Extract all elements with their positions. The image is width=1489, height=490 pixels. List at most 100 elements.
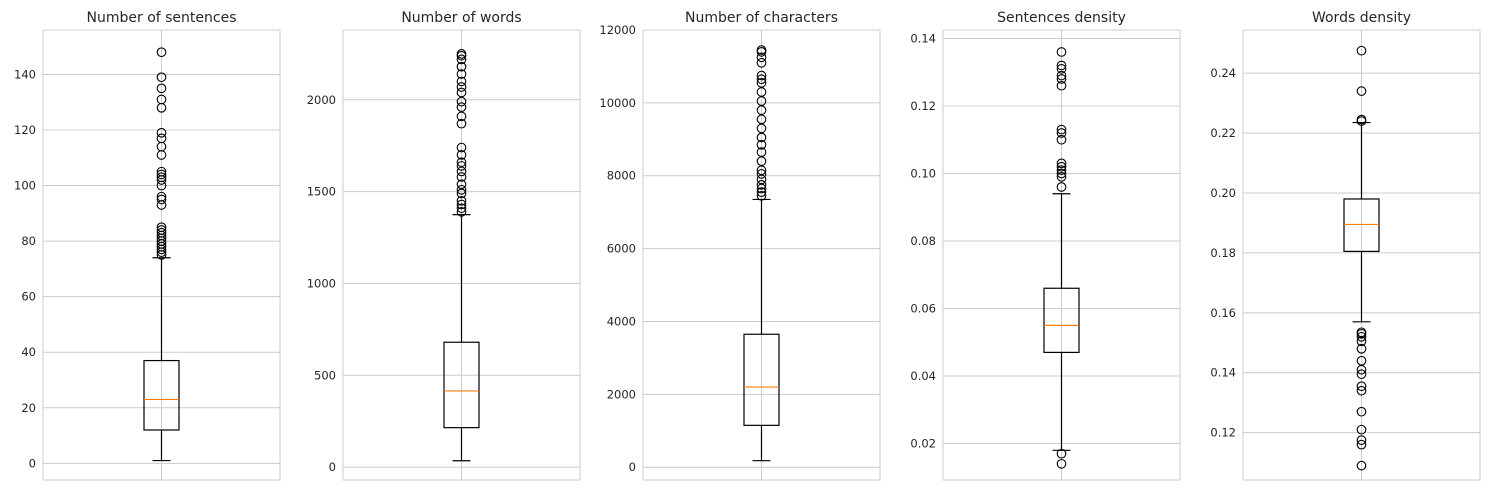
- y-tick-label: 8000: [607, 169, 636, 183]
- outlier-point: [756, 74, 767, 85]
- axes-frame: [642, 29, 881, 481]
- outlier-point: [756, 180, 767, 190]
- y-tick-label: 2000: [307, 93, 336, 107]
- outlier-point: [456, 49, 467, 59]
- outlier-point: [756, 77, 767, 88]
- y-tick-label: 0: [329, 460, 336, 474]
- outlier-point: [1056, 458, 1067, 469]
- outlier-point: [756, 52, 767, 63]
- y-tick-label: 4000: [607, 314, 636, 328]
- axes-frame: [942, 29, 1181, 481]
- outlier-point: [756, 45, 767, 55]
- outlier-point: [756, 57, 767, 68]
- outlier-point: [456, 179, 467, 190]
- subplot-title: Number of characters: [685, 10, 838, 26]
- outlier-point: [156, 127, 167, 138]
- outlier-point: [456, 199, 467, 210]
- outlier-point: [456, 188, 467, 199]
- subplot-title: Number of words: [401, 10, 521, 26]
- outlier-point: [1356, 439, 1367, 450]
- y-tick-label: 0.22: [1210, 126, 1236, 140]
- outlier-point: [1356, 406, 1367, 417]
- y-tick-label: 2000: [607, 387, 636, 401]
- y-tick-label: 0.08: [910, 234, 936, 248]
- y-tick-label: 1500: [307, 185, 336, 199]
- outlier-point: [156, 227, 167, 238]
- y-tick-label: 0.12: [1210, 426, 1236, 440]
- iqr-box: [1043, 287, 1080, 353]
- outlier-point: [1356, 385, 1367, 396]
- outlier-point: [456, 76, 467, 87]
- outlier-point: [1356, 331, 1367, 342]
- subplot-2: 0 500 1000 1500 2000 Number of words: [307, 10, 581, 481]
- outlier-point: [456, 118, 467, 129]
- outlier-point: [756, 70, 767, 81]
- outlier-point: [456, 206, 467, 217]
- outlier-point: [456, 96, 467, 107]
- iqr-box: [143, 359, 180, 431]
- outlier-point: [1056, 161, 1067, 172]
- outlier-point: [1056, 80, 1067, 91]
- y-tick-label: 12000: [599, 23, 636, 37]
- outlier-point: [756, 190, 767, 201]
- outlier-point: [1056, 128, 1067, 138]
- outlier-point: [1356, 381, 1367, 392]
- outlier-point: [1356, 114, 1367, 125]
- outlier-point: [156, 225, 167, 235]
- outlier-point: [1056, 158, 1067, 169]
- outlier-point: [456, 157, 467, 168]
- outlier-point: [1056, 60, 1067, 71]
- subplot-title: Words density: [1312, 10, 1411, 26]
- y-tick-label: 120: [14, 123, 36, 137]
- outlier-point: [456, 184, 467, 195]
- subplot-1: 0 20 40 60 80 100 120 140 Number of sentences: [14, 10, 281, 481]
- outlier-point: [456, 82, 467, 92]
- outlier-point: [1056, 448, 1067, 459]
- outlier-point: [156, 83, 167, 94]
- outlier-point: [156, 133, 167, 144]
- y-tick-label: 1000: [307, 276, 336, 290]
- outlier-point: [456, 203, 467, 214]
- outlier-point: [1056, 171, 1067, 182]
- axes-frame: [42, 29, 281, 481]
- y-tick-label: 0: [629, 460, 636, 474]
- outlier-point: [1056, 168, 1067, 179]
- iqr-box: [743, 333, 780, 426]
- outlier-point: [756, 187, 767, 197]
- outlier-point: [456, 102, 467, 112]
- y-tick-label: 20: [21, 401, 36, 415]
- outlier-point: [1356, 460, 1367, 471]
- outlier-point: [456, 150, 467, 160]
- outlier-point: [156, 47, 167, 58]
- y-tick-label: 140: [14, 67, 36, 81]
- outlier-point: [1356, 435, 1367, 446]
- subplot-3: 0 2000 4000 6000 8000 10000 12000 Number of cha…: [599, 10, 881, 481]
- y-tick-label: 0.12: [910, 99, 936, 113]
- y-tick-label: 0.18: [1210, 246, 1236, 260]
- outlier-point: [1356, 355, 1367, 366]
- y-tick-label: 0.20: [1210, 186, 1236, 200]
- outlier-point: [156, 191, 167, 202]
- y-tick-label: 0.10: [910, 166, 936, 180]
- outlier-point: [1356, 369, 1367, 380]
- y-tick-label: 40: [21, 345, 36, 359]
- subplot-title: Sentences density: [997, 10, 1126, 26]
- outlier-point: [1356, 45, 1367, 56]
- iqr-box: [443, 341, 480, 429]
- outlier-point: [156, 166, 167, 177]
- outlier-point: [1056, 124, 1067, 135]
- outlier-point: [1056, 63, 1067, 74]
- iqr-box: [1343, 198, 1380, 253]
- y-tick-label: 0.14: [1210, 366, 1236, 380]
- subplot-5: 0.12 0.14 0.16 0.18 0.20 0.22 0.24 Words densit…: [1210, 10, 1481, 481]
- outlier-point: [456, 87, 467, 98]
- y-tick-label: 60: [21, 290, 36, 304]
- outlier-point: [456, 161, 467, 171]
- outlier-point: [1356, 424, 1367, 435]
- subplot-title: Number of sentences: [87, 10, 237, 26]
- y-tick-label: 0: [29, 456, 36, 470]
- outlier-point: [1056, 165, 1067, 175]
- outlier-point: [1056, 70, 1067, 81]
- axes-frame: [1242, 29, 1481, 481]
- outlier-point: [756, 139, 767, 150]
